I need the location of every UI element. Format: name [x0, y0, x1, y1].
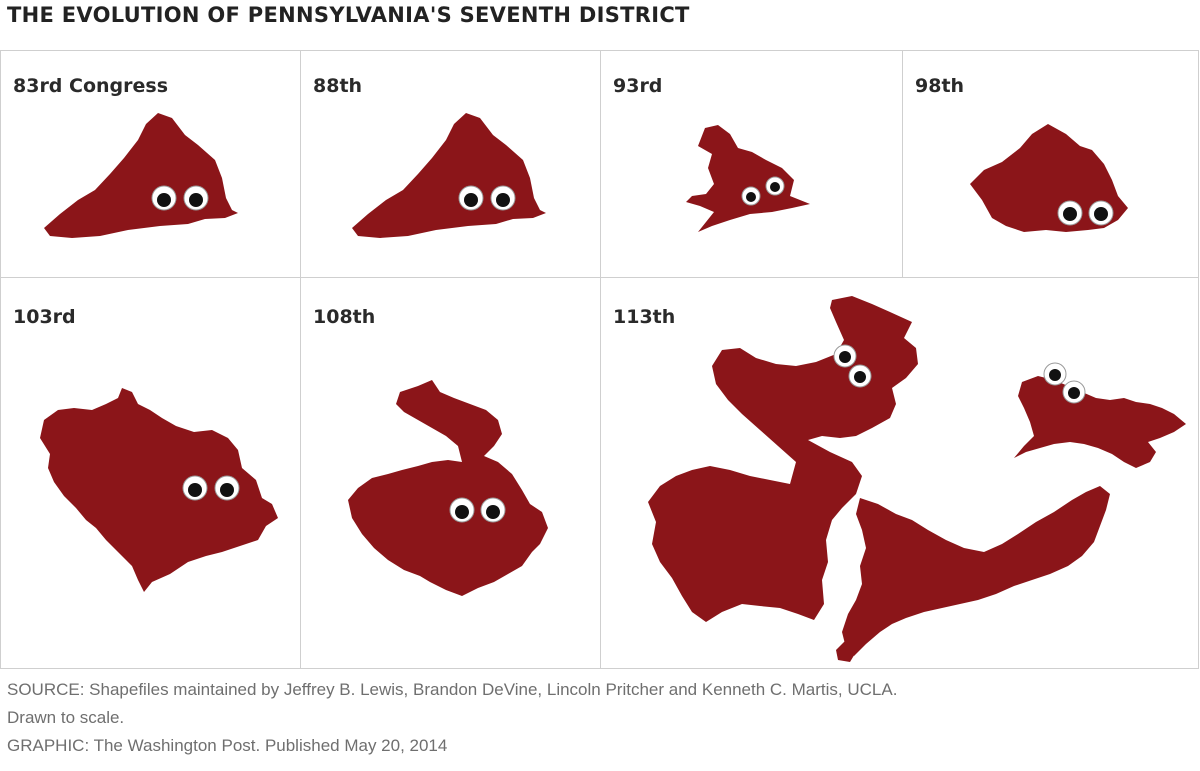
- district-map-108th: [348, 380, 548, 596]
- district-map-103rd: [40, 388, 278, 592]
- credit-note: GRAPHIC: The Washington Post. Published …: [7, 736, 448, 755]
- district-map-98th: [970, 124, 1128, 232]
- page-title: THE EVOLUTION OF PENNSYLVANIA'S SEVENTH …: [7, 3, 690, 27]
- panel-label: 108th: [313, 306, 376, 328]
- source-note: SOURCE: Shapefiles maintained by Jeffrey…: [7, 680, 898, 699]
- panel-label: 93rd: [613, 75, 663, 97]
- grid-divider: [300, 50, 301, 669]
- panel-label: 83rd Congress: [13, 75, 169, 97]
- panel-label: 113th: [613, 306, 676, 328]
- district-map-93rd: [686, 125, 810, 232]
- district-map-83rd: [44, 113, 238, 238]
- district-map-113th: [648, 296, 1186, 662]
- panel-label: 98th: [915, 75, 965, 97]
- grid-divider: [0, 277, 1199, 278]
- panel-label: 88th: [313, 75, 363, 97]
- grid-divider: [902, 50, 903, 278]
- panel-label: 103rd: [13, 306, 76, 328]
- grid-divider: [0, 50, 1, 669]
- district-map-88th: [352, 113, 546, 238]
- grid-divider: [600, 50, 601, 669]
- district-grid: [0, 50, 1199, 669]
- scale-note: Drawn to scale.: [7, 708, 125, 727]
